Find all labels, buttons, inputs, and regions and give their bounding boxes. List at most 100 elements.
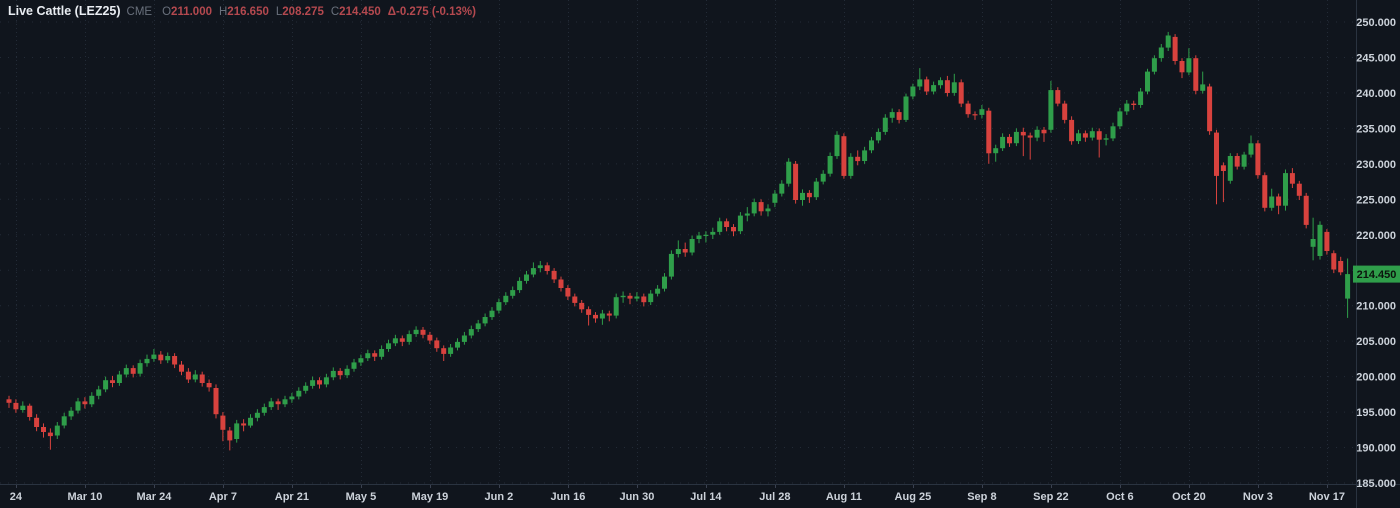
candle-body [96,389,101,395]
candle-body [393,338,398,343]
candle [1304,193,1309,229]
candle [393,335,398,346]
candle-body [124,368,129,374]
candle [931,82,936,95]
candle [938,77,943,88]
symbol-title[interactable]: Live Cattle (LEZ25) [8,4,121,18]
candle-body [276,401,281,404]
candle-body [690,239,695,253]
candle-body [876,132,881,141]
candle-body [759,202,764,211]
candle-body [76,401,81,410]
candle-body [434,340,439,348]
candle-body [724,221,729,227]
candle-body [269,401,274,407]
candle [1104,134,1109,145]
candle [1000,133,1005,151]
candle-body [1173,37,1178,61]
candle-body [973,114,978,115]
candle [103,377,108,393]
price-axis-label: 240.000 [1356,88,1396,100]
candle-body [1228,156,1233,181]
candle [1318,221,1323,259]
candle [1152,55,1157,74]
candle-body [904,97,909,120]
candle [924,77,929,95]
price-axis[interactable] [1356,0,1400,508]
candle-body [793,164,798,200]
candle-body [400,338,405,342]
date-axis-label: May 5 [346,491,377,503]
candle-wick [278,399,279,410]
candle [82,397,87,408]
candle-body [89,396,94,405]
candle [276,399,281,410]
candle-body [634,297,639,299]
candle [227,427,232,450]
candle [745,207,750,221]
candle [1262,172,1267,211]
candle-body [786,162,791,184]
candle-body [1331,253,1336,269]
candle-body [1159,48,1164,59]
date-axis-label: Oct 6 [1106,491,1134,503]
candle [621,292,626,303]
candle [338,368,343,379]
candle [414,326,419,337]
candle-body [1221,165,1226,171]
candle [614,294,619,319]
time-axis[interactable] [0,484,1356,508]
candle-body [1117,111,1122,126]
candle [207,380,212,392]
candle [483,314,488,327]
candle [1131,101,1136,110]
candle-wick [975,111,976,120]
candle-body [1269,197,1274,208]
candle-body [1145,72,1150,92]
open-readout: O211.000 [162,6,212,18]
candle-body [703,235,708,236]
candle [1297,181,1302,200]
candle-body [62,416,67,425]
candle [69,407,74,420]
candle-body [207,383,212,387]
candle-body [538,265,543,268]
candle [345,365,350,378]
candle-body [248,418,253,426]
candle [441,345,446,361]
candle-body [869,140,874,150]
candlestick-chart[interactable]: 24Mar 10Mar 24Apr 7Apr 21May 5May 19Jun … [0,0,1400,508]
date-axis-label: 24 [10,491,23,503]
candle [296,387,301,399]
candle-body [262,407,267,413]
candle-body [841,136,846,176]
candle [455,338,460,350]
candle-body [179,365,184,372]
candle-body [1200,84,1205,90]
candle [76,398,81,414]
candle [959,79,964,107]
candle [407,331,412,345]
price-axis-label: 200.000 [1356,372,1396,384]
candle [55,422,60,439]
date-axis-label: Mar 24 [136,491,172,503]
candle [41,423,46,437]
candle-body [772,194,777,203]
candle-body [1048,90,1053,130]
candle-body [469,329,474,335]
candle-body [241,423,246,425]
candle [910,84,915,100]
candle-body [200,375,205,384]
candle [897,109,902,123]
date-axis-label: Apr 21 [275,491,309,503]
date-axis-label: Sep 22 [1033,491,1068,503]
candle-body [1242,155,1247,167]
candle-body [1097,131,1102,140]
candle-body [1180,61,1185,72]
price-axis-label: 190.000 [1356,443,1396,455]
candle-body [1276,197,1281,206]
candle-body [1000,137,1005,148]
candle [1007,134,1012,147]
candle [490,307,495,320]
candle-body [1283,173,1288,206]
